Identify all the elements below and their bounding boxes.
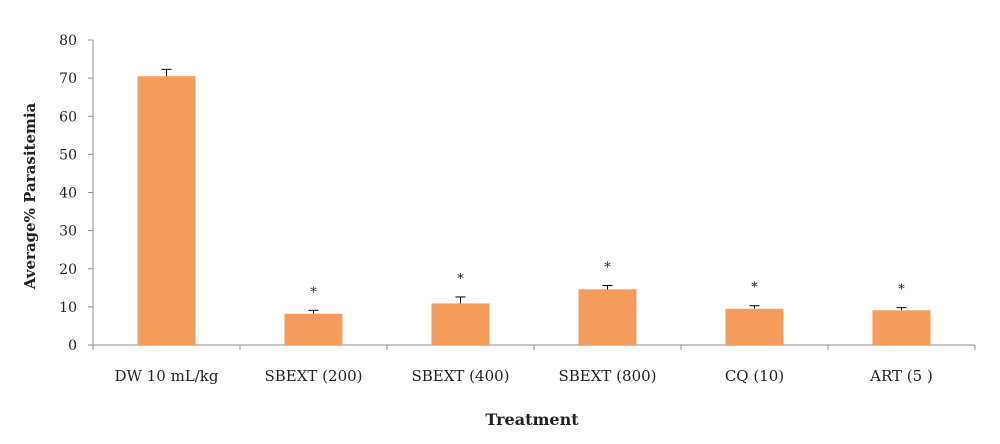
x-tick-label: SBEXT (800) — [558, 367, 656, 385]
bar — [872, 310, 931, 345]
x-tick-label: CQ (10) — [725, 367, 784, 385]
bar — [725, 308, 784, 345]
y-tick-label: 70 — [59, 71, 77, 87]
x-axis-label: Treatment — [485, 410, 579, 429]
significance-marker: * — [898, 283, 905, 298]
x-tick-label: SBEXT (400) — [411, 367, 509, 385]
significance-marker: * — [604, 261, 611, 276]
significance-marker: * — [457, 272, 464, 287]
bar — [284, 313, 343, 345]
y-tick-label: 0 — [68, 338, 77, 354]
y-tick-label: 40 — [59, 186, 77, 202]
bar — [578, 289, 637, 345]
bar — [431, 303, 490, 345]
y-tick-label: 50 — [59, 147, 77, 163]
bar — [137, 76, 196, 345]
y-tick-label: 10 — [59, 300, 77, 316]
y-tick-label: 60 — [59, 109, 77, 125]
x-tick-label: ART (5 ) — [869, 367, 933, 385]
x-tick-label: SBEXT (200) — [264, 367, 362, 385]
x-tick-label: DW 10 mL/kg — [115, 367, 219, 385]
significance-marker: * — [751, 281, 758, 296]
y-axis: 0 10 20 30 40 50 60 70 80 — [59, 33, 94, 354]
y-tick-label: 80 — [59, 33, 77, 49]
bars: * * * * * — [137, 68, 931, 345]
y-tick-label: 20 — [59, 262, 77, 278]
y-tick-label: 30 — [59, 224, 77, 240]
x-axis: DW 10 mL/kg SBEXT (200) SBEXT (400) SBEXT (… — [92, 344, 976, 385]
y-axis-label: Average% Parasitemia — [21, 102, 39, 290]
significance-marker: * — [310, 285, 317, 300]
